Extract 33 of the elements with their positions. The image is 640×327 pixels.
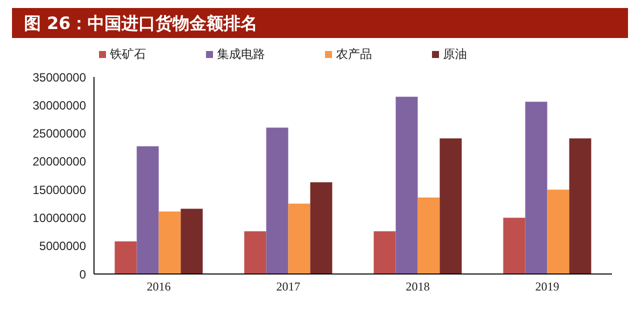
y-tick-label: 20000000: [32, 154, 86, 169]
y-tick-label: 0: [79, 267, 86, 282]
x-tick-label: 2019: [535, 280, 560, 294]
bar: [114, 241, 137, 274]
bar: [244, 231, 266, 274]
bar: [418, 197, 440, 274]
legend-label: 农产品: [336, 47, 372, 61]
bar: [158, 212, 181, 274]
y-tick-label: 30000000: [32, 98, 86, 112]
legend-label: 集成电路: [217, 47, 265, 61]
bar: [396, 96, 418, 274]
bar: [525, 102, 548, 274]
y-tick-label: 10000000: [32, 210, 86, 225]
bar: [288, 204, 310, 274]
bar: [266, 128, 288, 274]
y-tick-label: 5000000: [39, 239, 86, 254]
legend-label: 原油: [443, 47, 467, 61]
y-tick-label: 15000000: [32, 182, 86, 197]
bar: [440, 138, 462, 274]
bar: [374, 231, 396, 274]
bar: [180, 208, 203, 274]
y-tick-label: 25000000: [32, 126, 86, 141]
x-tick-label: 2016: [146, 280, 171, 294]
bar: [569, 138, 592, 274]
x-tick-label: 2017: [276, 280, 300, 294]
y-tick-label: 35000000: [32, 70, 86, 84]
x-tick-label: 2018: [406, 280, 430, 294]
chart-title: 图 26：中国进口货物金额排名: [12, 8, 628, 38]
bar: [547, 190, 570, 274]
legend-label: 铁矿石: [110, 47, 146, 61]
bar: [136, 146, 159, 274]
bar: [310, 182, 332, 274]
bar: [503, 218, 526, 274]
